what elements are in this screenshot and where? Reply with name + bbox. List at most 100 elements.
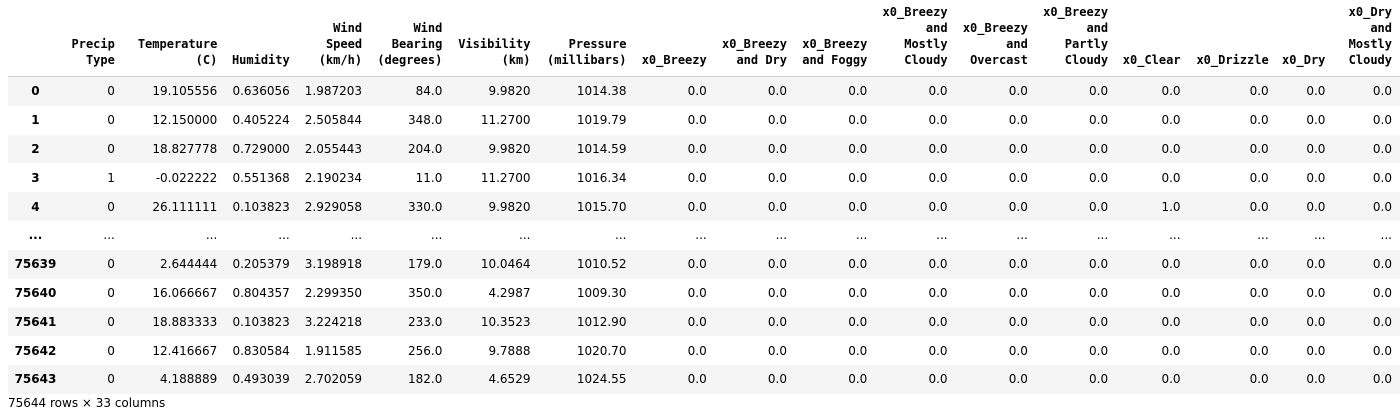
table-cell: 0.0 (928, 199, 948, 214)
table-cell: ... (430, 228, 443, 243)
table-cell: 9.9820 (488, 199, 531, 214)
table-cell: 0 (107, 314, 115, 329)
table-cell: 0.0 (767, 314, 788, 329)
table-cell: 1015.70 (576, 199, 627, 214)
table-cell: 0.0 (1161, 257, 1181, 272)
table-cell: 2.299350 (304, 285, 363, 300)
table-cell: 0.0 (848, 170, 868, 185)
table-cell: ... (519, 228, 531, 243)
table-cell: 12.150000 (152, 113, 218, 128)
table-cell: 0 (107, 141, 115, 156)
table-cell: ... (1380, 228, 1392, 243)
table-cell: 1020.70 (576, 343, 627, 358)
table-cell: 0.0 (1372, 285, 1392, 300)
row-index: ... (28, 228, 43, 243)
table-cell: 11.2700 (480, 170, 531, 185)
table-cell: 0.0 (1161, 84, 1181, 99)
row-index: 75640 (14, 285, 57, 300)
table-cell: 0.0 (1089, 285, 1109, 300)
table-row: 1 0 12.150000 0.405224 2.505844 348.0 11.2700 1… (8, 105, 1400, 135)
table-cell: 0.0 (1306, 113, 1326, 128)
table-cell: 0.0 (687, 84, 707, 99)
table-cell: 348.0 (407, 113, 443, 128)
table-cell: 2.702059 (304, 372, 363, 387)
table-cell: 0.729000 (232, 141, 290, 156)
table-cell: 0.0 (1161, 170, 1181, 185)
table-cell: 0.0 (848, 84, 868, 99)
table-cell: 1014.38 (576, 84, 627, 99)
table-cell: 0.0 (1249, 314, 1269, 329)
column-header: x0_Breezy and Overcast (955, 0, 1036, 77)
table-cell: 0 (107, 84, 115, 99)
column-header: x0_Breezy and Mostly Cloudy (875, 0, 956, 77)
table-cell: 26.111111 (152, 199, 218, 214)
table-cell: 0 (107, 343, 115, 358)
table-cell: ... (1096, 228, 1109, 243)
table-cell: 0.0 (1249, 372, 1269, 387)
table-cell: 0.0 (1089, 257, 1109, 272)
table-cell: 0.0 (1089, 343, 1109, 358)
table-row: 2 0 18.827778 0.729000 2.055443 204.0 9.9820 10… (8, 134, 1400, 164)
table-cell: 0 (107, 372, 115, 387)
table-cell: 9.7888 (488, 343, 531, 358)
table-cell: ... (936, 228, 948, 243)
table-cell: 18.883333 (152, 314, 218, 329)
table-cell: 0.0 (848, 257, 868, 272)
table-cell: 1012.90 (576, 314, 627, 329)
index-column-header (8, 0, 63, 77)
table-cell: 2.644444 (160, 257, 218, 272)
table-cell: 12.416667 (152, 343, 218, 358)
table-cell: 0.0 (848, 141, 868, 156)
table-cell: 0.205379 (232, 257, 290, 272)
table-cell: 1014.59 (576, 141, 627, 156)
column-header: x0_Breezy and Partly Cloudy (1035, 0, 1117, 77)
table-cell: 19.105556 (152, 84, 218, 99)
table-cell: 0.0 (1372, 343, 1392, 358)
table-cell: 233.0 (407, 314, 443, 329)
table-cell: 0 (107, 285, 115, 300)
table-cell: 0.0 (1306, 199, 1326, 214)
table-cell: 11.2700 (480, 113, 531, 128)
table-row: ........................................… (8, 220, 1400, 250)
table-cell: 0.0 (687, 257, 707, 272)
table-row: 0 0 19.105556 0.636056 1.987203 84.0 9.9820 101… (8, 76, 1400, 106)
table-cell: 0.0 (1161, 113, 1181, 128)
table-cell: 84.0 (415, 84, 443, 99)
table-header: Precip Type Temperature (C) Humidity Wind S… (8, 0, 1400, 77)
table-cell: 0.0 (1306, 141, 1326, 156)
table-cell: 0.0 (1249, 285, 1269, 300)
table-cell: 204.0 (407, 141, 443, 156)
notebook-output-area: Precip Type Temperature (C) Humidity Wind S… (8, 0, 1400, 417)
table-cell: 0.0 (767, 343, 788, 358)
table-cell: 16.066667 (152, 285, 218, 300)
table-row: 3 1 -0.022222 0.551368 2.190234 11.0 11.2700 10… (8, 163, 1400, 193)
table-cell: 0.0 (1008, 199, 1028, 214)
table-cell: 0.0 (1008, 257, 1028, 272)
table-cell: 0.0 (1249, 199, 1269, 214)
table-cell: 2.055443 (304, 141, 363, 156)
table-cell: 0.0 (1372, 199, 1392, 214)
table-cell: ... (1257, 228, 1269, 243)
table-cell: 0.0 (1161, 314, 1181, 329)
table-cell: 0.0 (687, 372, 707, 387)
column-header: Humidity (225, 0, 298, 77)
table-cell: 256.0 (407, 343, 443, 358)
table-cell: ... (278, 228, 290, 243)
dataframe-shape-note: 75644 rows × 33 columns (8, 396, 166, 410)
table-cell: 0.0 (1008, 84, 1028, 99)
table-cell: 0.0 (687, 343, 707, 358)
table-cell: 0.0 (1306, 84, 1326, 99)
table-cell: 350.0 (407, 285, 443, 300)
table-cell: 0.0 (687, 141, 707, 156)
row-index: 75639 (14, 257, 57, 272)
table-cell: 0.0 (1089, 113, 1109, 128)
table-cell: 0.0 (928, 343, 948, 358)
table-cell: 0.0 (1089, 141, 1109, 156)
table-cell: 0.0 (1249, 113, 1269, 128)
table-cell: 0.405224 (232, 113, 290, 128)
table-cell: 0.0 (928, 141, 948, 156)
column-header: x0_Drizzle (1188, 0, 1277, 77)
table-cell: -0.022222 (155, 170, 218, 185)
table-cell: 1.911585 (304, 343, 363, 358)
table-cell: 3.224218 (304, 314, 363, 329)
